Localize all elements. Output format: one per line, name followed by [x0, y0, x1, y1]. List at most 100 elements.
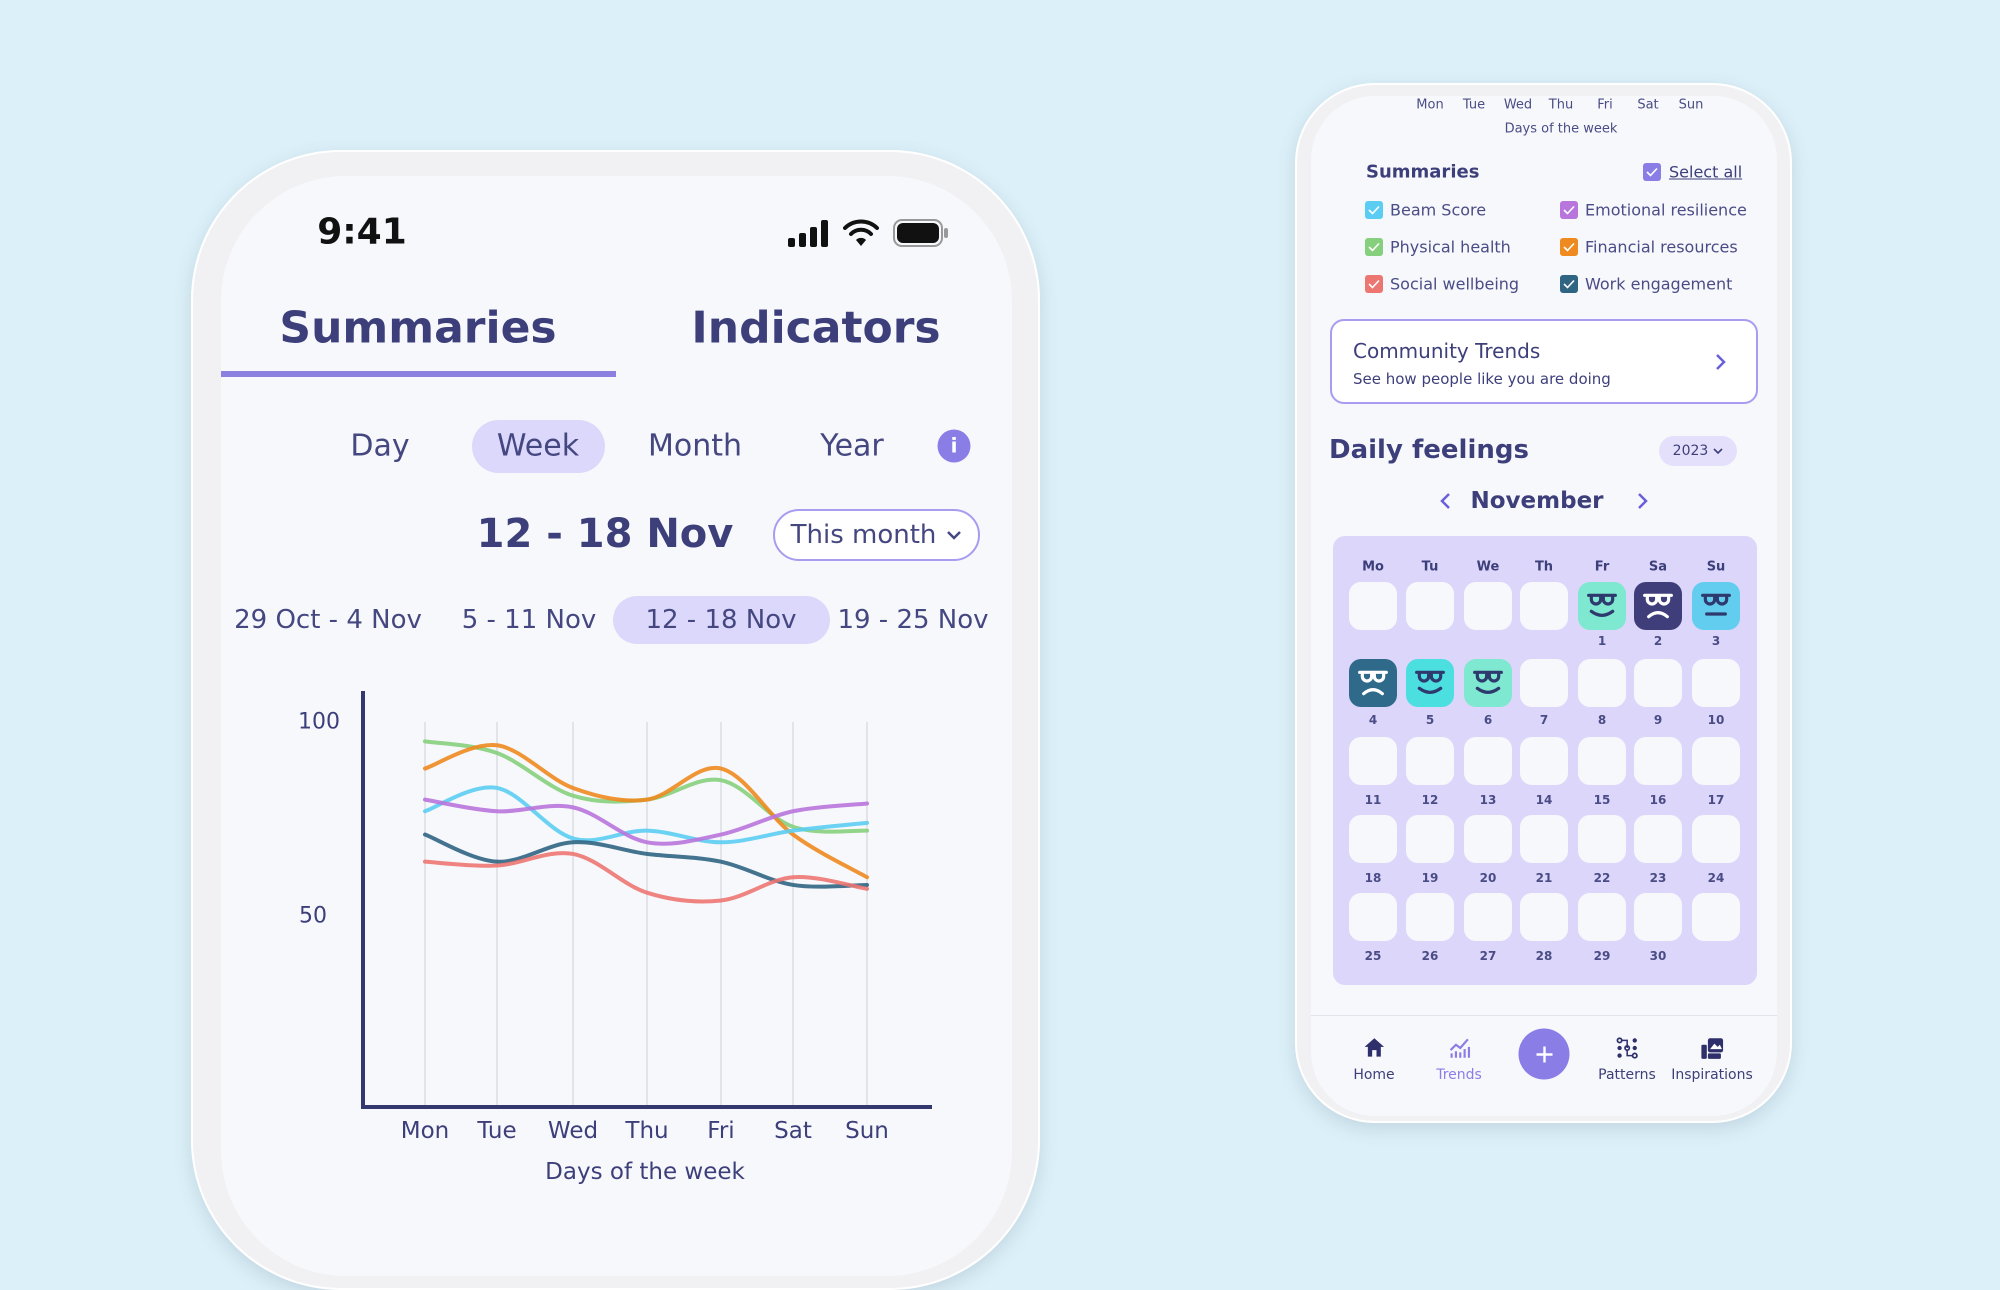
calendar-day-number: 1: [1597, 634, 1607, 648]
calendar-day-cell[interactable]: [1464, 737, 1512, 785]
summary-checkbox[interactable]: [1365, 201, 1383, 219]
series-line-work-engagement: [423, 832, 869, 889]
calendar-day-cell[interactable]: [1692, 582, 1740, 630]
select-all-link[interactable]: Select all: [1669, 162, 1743, 182]
period-week[interactable]: Week: [496, 428, 580, 464]
summary-checkbox[interactable]: [1560, 275, 1578, 293]
calendar-day-cell[interactable]: [1578, 815, 1626, 863]
weekday-header: Su: [1706, 559, 1726, 575]
summary-checkbox-label[interactable]: Work engagement: [1585, 274, 1733, 294]
range-dropdown[interactable]: This month: [773, 509, 980, 561]
calendar-day-number: 5: [1425, 713, 1435, 727]
active-tab-underline: [221, 371, 616, 377]
summary-checkbox[interactable]: [1560, 201, 1578, 219]
summary-checkbox-label[interactable]: Financial resources: [1585, 237, 1738, 257]
calendar-empty-cell: [1349, 582, 1397, 630]
calendar-day-cell[interactable]: [1406, 737, 1454, 785]
trends-icon: [1449, 1038, 1470, 1058]
calendar-day-cell[interactable]: [1634, 582, 1682, 630]
calendar-day-number: 19: [1421, 871, 1439, 885]
calendar-day-number: 12: [1421, 793, 1439, 807]
nav-item-home[interactable]: Home: [1353, 1035, 1395, 1083]
calendar-day-number: 16: [1649, 793, 1667, 807]
calendar-day-number: 10: [1707, 713, 1725, 727]
summary-checkbox-label[interactable]: Beam Score: [1390, 200, 1487, 220]
calendar-day-cell[interactable]: [1520, 893, 1568, 941]
calendar-day-cell[interactable]: [1464, 893, 1512, 941]
add-entry-button[interactable]: [1518, 1028, 1570, 1080]
week-chip-active[interactable]: 12 - 18 Nov: [645, 605, 797, 635]
week-active-pill: [613, 596, 830, 644]
prev-month-button[interactable]: [1439, 492, 1451, 510]
community-trends-subtitle: See how people like you are doing: [1353, 370, 1611, 388]
top-x-tick-label: Sun: [1678, 97, 1704, 113]
calendar-day-cell[interactable]: [1464, 815, 1512, 863]
calendar-empty-cell: [1406, 582, 1454, 630]
check-icon: [1563, 242, 1575, 252]
week-chip[interactable]: 29 Oct - 4 Nov: [234, 605, 422, 635]
calendar-day-number: 4: [1368, 713, 1378, 727]
info-icon[interactable]: i: [937, 429, 971, 463]
tab-indicators[interactable]: Indicators: [691, 302, 941, 354]
calendar-day-cell[interactable]: [1349, 815, 1397, 863]
x-tick-label: Tue: [477, 1118, 517, 1144]
summary-checkbox[interactable]: [1365, 275, 1383, 293]
x-tick-label: Sat: [774, 1118, 812, 1144]
period-year[interactable]: Year: [820, 428, 884, 464]
select-all-checkbox[interactable]: [1643, 163, 1661, 181]
summary-checkbox-label[interactable]: Emotional resilience: [1585, 200, 1747, 220]
check-icon: [1563, 205, 1575, 215]
summary-checkbox-label[interactable]: Social wellbeing: [1390, 274, 1520, 294]
calendar-day-cell[interactable]: [1349, 737, 1397, 785]
year-dropdown[interactable]: 2023: [1659, 436, 1737, 466]
week-chip[interactable]: 5 - 11 Nov: [461, 605, 597, 635]
next-month-button[interactable]: [1637, 492, 1649, 510]
period-month[interactable]: Month: [647, 428, 743, 464]
calendar-day-cell[interactable]: [1634, 659, 1682, 707]
inspirations-icon: [1701, 1038, 1723, 1059]
summary-checkbox[interactable]: [1560, 238, 1578, 256]
calendar-day-cell[interactable]: [1634, 737, 1682, 785]
calendar-day-cell[interactable]: [1692, 659, 1740, 707]
calendar-day-number: 8: [1597, 713, 1607, 727]
summary-checkbox-label[interactable]: Physical health: [1390, 237, 1511, 257]
calendar-day-cell[interactable]: [1578, 659, 1626, 707]
chevron-down-icon: [947, 531, 962, 540]
calendar-day-cell[interactable]: [1578, 893, 1626, 941]
calendar-day-number: 2: [1653, 634, 1663, 648]
nav-item-trends[interactable]: Trends: [1436, 1035, 1482, 1083]
calendar-day-number: 7: [1539, 713, 1549, 727]
nav-item-inspirations[interactable]: Inspirations: [1671, 1035, 1753, 1083]
calendar-day-cell[interactable]: [1634, 893, 1682, 941]
calendar-day-cell[interactable]: [1520, 737, 1568, 785]
series-line-beam-score: [423, 785, 869, 845]
calendar-day-cell[interactable]: [1692, 815, 1740, 863]
calendar-day-cell[interactable]: [1349, 659, 1397, 707]
calendar-empty-cell: [1520, 582, 1568, 630]
calendar-day-number: 17: [1707, 793, 1725, 807]
month-label: November: [1470, 488, 1604, 514]
calendar-day-cell[interactable]: [1520, 659, 1568, 707]
top-x-tick-label: Fri: [1597, 97, 1613, 113]
y-tick-label: 100: [298, 709, 340, 735]
tab-summaries[interactable]: Summaries: [279, 302, 557, 354]
calendar-day-cell[interactable]: [1578, 582, 1626, 630]
period-day[interactable]: Day: [350, 428, 410, 464]
weekday-header: Sa: [1648, 559, 1668, 575]
week-chip[interactable]: 19 - 25 Nov: [837, 605, 989, 635]
calendar-day-cell[interactable]: [1634, 815, 1682, 863]
calendar-day-cell[interactable]: [1520, 815, 1568, 863]
calendar-day-cell[interactable]: [1406, 815, 1454, 863]
calendar-day-cell[interactable]: [1406, 893, 1454, 941]
nav-item-patterns[interactable]: Patterns: [1598, 1035, 1656, 1083]
weekday-header: We: [1476, 559, 1500, 575]
summary-checkbox[interactable]: [1365, 238, 1383, 256]
calendar-day-cell[interactable]: [1692, 737, 1740, 785]
calendar-day-cell[interactable]: [1578, 737, 1626, 785]
community-trends-card[interactable]: [1330, 319, 1758, 404]
mood-sad-icon: [1358, 670, 1388, 696]
calendar-day-cell[interactable]: [1349, 893, 1397, 941]
calendar-day-cell[interactable]: [1406, 659, 1454, 707]
calendar-day-cell[interactable]: [1464, 659, 1512, 707]
mood-neutral-icon: [1701, 593, 1731, 616]
